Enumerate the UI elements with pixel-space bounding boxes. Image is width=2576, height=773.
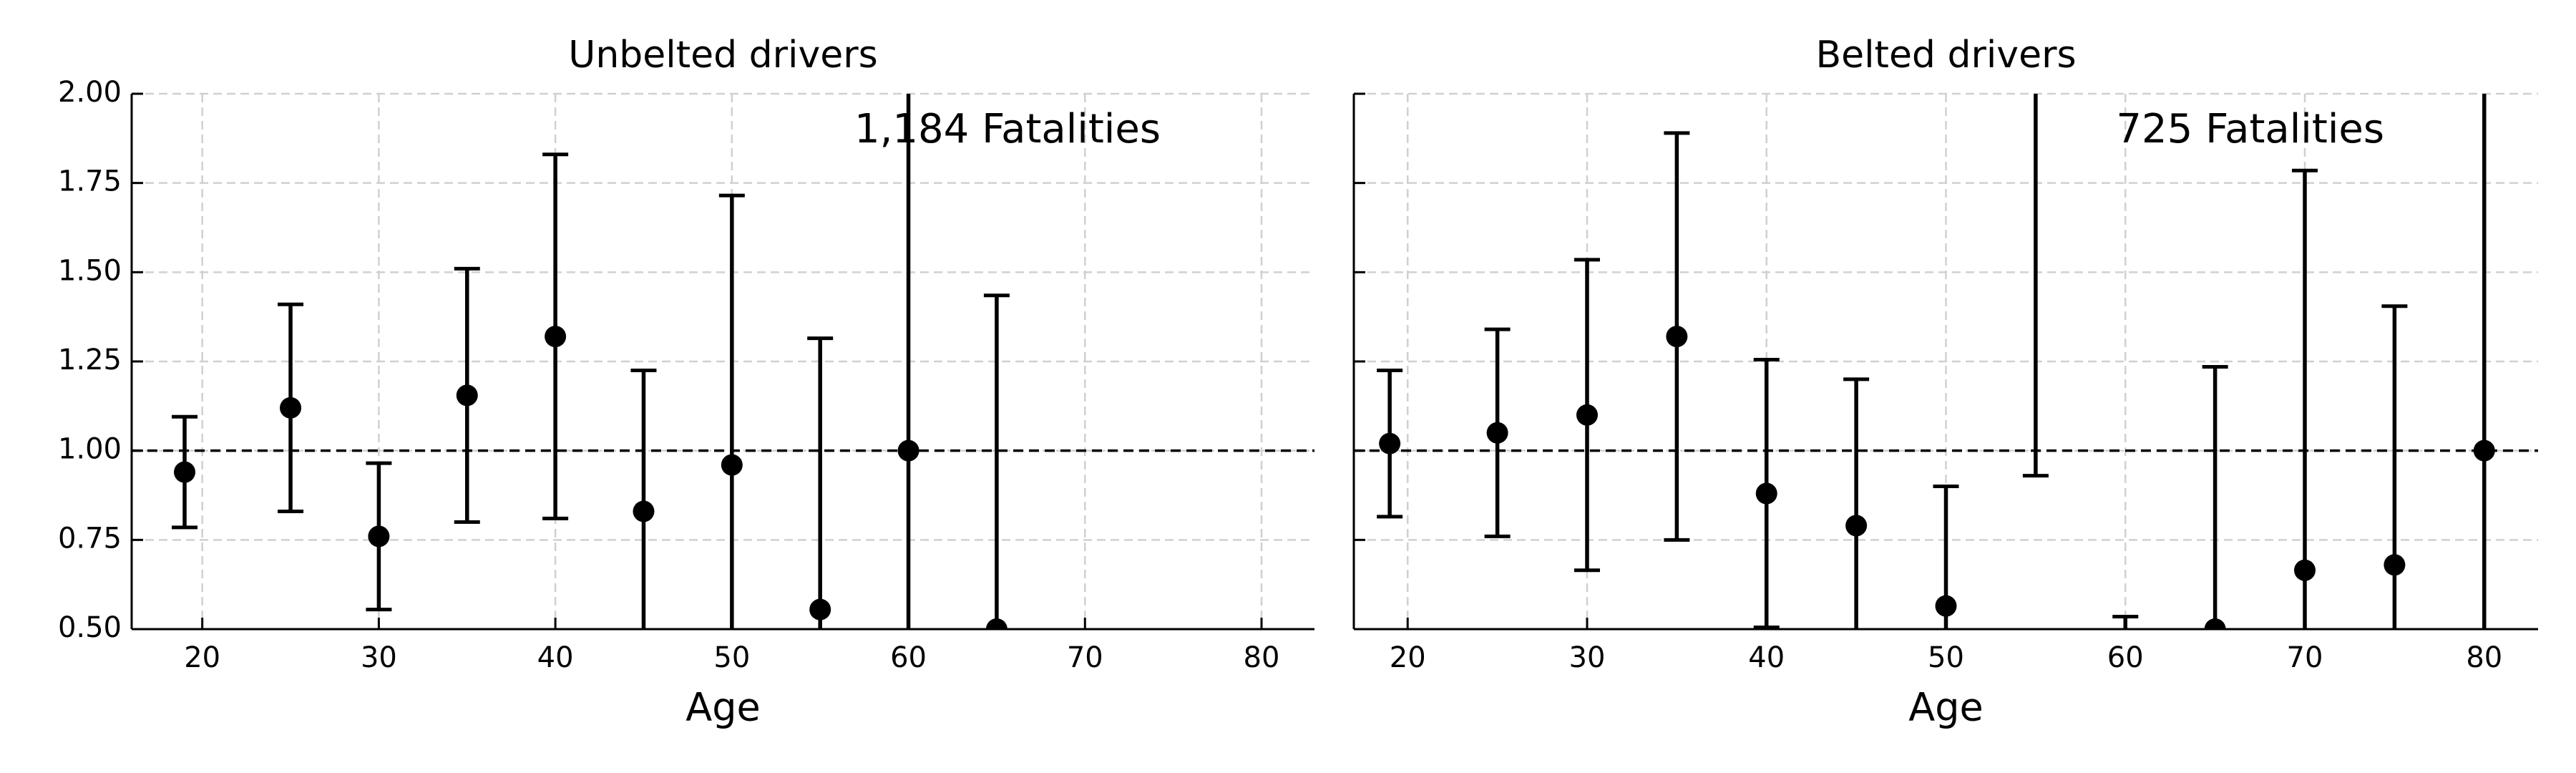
point: [1379, 432, 1401, 454]
panel-title: Unbelted drivers: [568, 34, 877, 77]
y-tick-label: 1.75: [58, 165, 122, 198]
point: [985, 618, 1008, 629]
x-tick-label: 50: [1928, 641, 1964, 674]
x-tick-label: 30: [361, 641, 397, 674]
panel: 20 30 40 50 60 70 80 Belted drivers Age 725 Fatal…: [1352, 34, 2538, 730]
point: [280, 397, 302, 419]
point: [2384, 554, 2406, 576]
x-tick-label: 40: [1748, 641, 1785, 674]
x-tick-label: 60: [890, 641, 927, 674]
point: [174, 461, 196, 483]
x-tick-label: 20: [184, 641, 220, 674]
y-tick-label: 1.25: [58, 344, 122, 376]
x-tick-label: 30: [1569, 641, 1606, 674]
y-tick-label: 1.50: [58, 254, 122, 287]
x-axis-label: Age: [686, 685, 760, 730]
x-tick-label: 40: [537, 641, 574, 674]
point: [456, 384, 478, 407]
x-tick-label: 70: [1067, 641, 1103, 674]
point: [1845, 515, 1868, 537]
annotation: 725 Fatalities: [2116, 106, 2384, 152]
point: [368, 525, 390, 548]
panel: 20 30 40 50 60 70 80 0.50 0.75 1.00 1.25 1.50 1.75 2.…: [58, 34, 1314, 730]
y-tick-label: 2.00: [58, 76, 122, 109]
point: [545, 326, 567, 348]
point: [1486, 422, 1508, 444]
x-tick-label: 80: [1244, 641, 1280, 674]
point: [1935, 595, 1957, 617]
x-tick-label: 20: [1390, 641, 1426, 674]
x-tick-label: 80: [2466, 641, 2502, 674]
annotation: 1,184 Fatalities: [854, 106, 1161, 152]
point: [1576, 404, 1598, 426]
x-tick-label: 50: [713, 641, 750, 674]
y-tick-label: 1.00: [58, 433, 122, 466]
point: [721, 454, 743, 476]
point: [2473, 439, 2495, 462]
panel-title: Belted drivers: [1815, 34, 2076, 77]
x-tick-label: 70: [2287, 641, 2323, 674]
point: [633, 500, 655, 522]
y-tick-label: 0.50: [58, 611, 122, 644]
point: [2204, 618, 2226, 629]
point: [2294, 559, 2316, 581]
x-tick-label: 60: [2107, 641, 2144, 674]
data-layer: [172, 94, 1010, 629]
data-layer: [1377, 94, 2495, 629]
point: [897, 439, 919, 462]
x-axis-label: Age: [1908, 685, 1983, 730]
y-tick-label: 0.75: [58, 522, 122, 555]
point: [1755, 482, 1777, 505]
point: [809, 598, 831, 621]
point: [1666, 326, 1688, 348]
